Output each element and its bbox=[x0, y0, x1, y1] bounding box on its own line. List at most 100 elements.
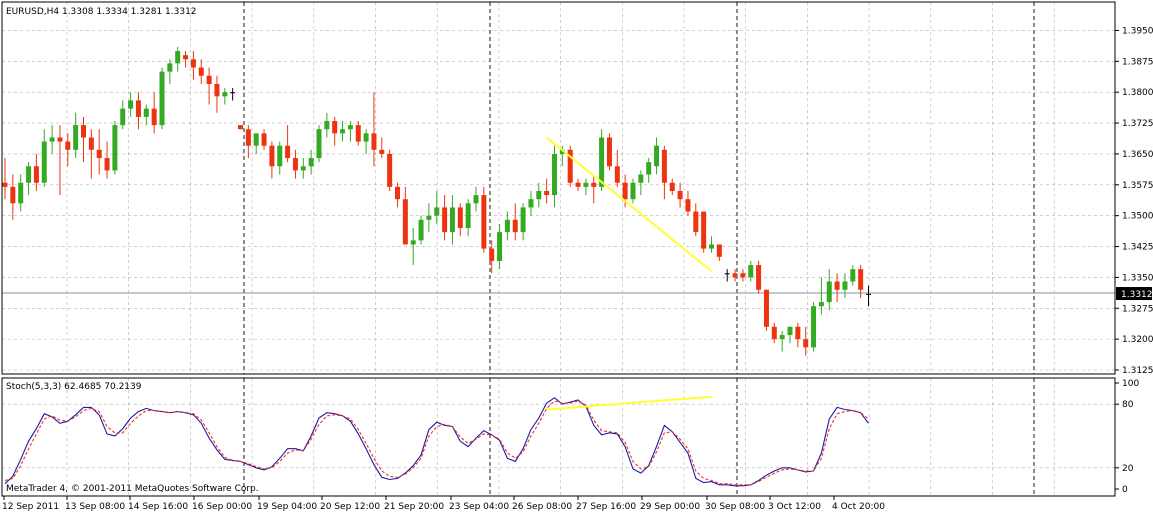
candle-body bbox=[410, 240, 416, 245]
price-trendline bbox=[546, 136, 713, 273]
price-header: EURUSD,H4 1.3308 1.3334 1.3281 1.3312 bbox=[6, 7, 197, 17]
stoch-y-tick-label: 100 bbox=[1122, 379, 1139, 389]
candle-body bbox=[143, 108, 149, 117]
candle-body bbox=[677, 190, 683, 200]
axes: 1.3950 1.3875 1.3800 1.3725 1.3650 1.3575 1.35… bbox=[2, 26, 1153, 512]
y-tick-label: 1.3800 bbox=[1122, 88, 1153, 98]
candle-body bbox=[850, 269, 856, 282]
candle-body bbox=[245, 129, 251, 146]
y-tick-label: 1.3950 bbox=[1122, 26, 1153, 36]
candle-body bbox=[866, 293, 871, 295]
candle-body bbox=[96, 149, 102, 159]
y-tick-label: 1.3350 bbox=[1122, 273, 1153, 283]
candle-body bbox=[426, 215, 432, 220]
y-tick-label: 1.3275 bbox=[1122, 304, 1153, 314]
candle-body bbox=[300, 166, 306, 171]
candle-body bbox=[33, 166, 39, 183]
candle-body bbox=[622, 182, 628, 200]
candle-body bbox=[795, 326, 801, 340]
candle-body bbox=[292, 158, 298, 171]
candle-body bbox=[599, 137, 605, 187]
candle-body bbox=[363, 133, 369, 142]
candle-body bbox=[787, 326, 793, 336]
candle-body bbox=[449, 207, 455, 233]
y-tick-label: 1.3500 bbox=[1122, 212, 1153, 222]
candle-body bbox=[81, 125, 86, 138]
current-price-label: 1.3312 bbox=[1121, 290, 1153, 300]
x-tick-label: 19 Sep 04:00 bbox=[257, 502, 317, 512]
candle-body bbox=[465, 203, 471, 229]
stoch-y-tick-label: 0 bbox=[1122, 485, 1128, 495]
candle-body bbox=[701, 211, 707, 249]
stoch-frame bbox=[1, 377, 1116, 497]
price-panel bbox=[2, 46, 1115, 356]
candle-body bbox=[661, 149, 667, 183]
x-tick-label: 23 Sep 04:00 bbox=[449, 502, 509, 512]
candle-body bbox=[332, 121, 338, 134]
frame bbox=[1, 1, 1116, 497]
candle-body bbox=[230, 92, 236, 94]
stoch-signal-line bbox=[4, 400, 869, 486]
candle-body bbox=[709, 244, 714, 249]
candle-body bbox=[112, 125, 118, 171]
y-tick-label: 1.3425 bbox=[1122, 243, 1153, 253]
candle-body bbox=[638, 174, 644, 183]
candle-body bbox=[834, 281, 840, 290]
candle-body bbox=[135, 100, 141, 117]
candle-body bbox=[277, 145, 283, 167]
candle-body bbox=[183, 55, 189, 60]
candle-body bbox=[740, 273, 746, 278]
candle-body bbox=[528, 199, 534, 208]
stoch-header: Stoch(5,3,3) 62.4685 70.2139 bbox=[6, 382, 142, 392]
y-tick-label: 1.3650 bbox=[1122, 150, 1153, 160]
candle-body bbox=[238, 125, 243, 130]
candle-body bbox=[654, 145, 660, 167]
candle-body bbox=[818, 302, 824, 307]
candle-body bbox=[630, 182, 636, 200]
candle-body bbox=[536, 190, 542, 200]
candle-body bbox=[41, 141, 47, 183]
grid bbox=[2, 2, 1115, 496]
candle-body bbox=[418, 219, 424, 241]
candle-body bbox=[151, 108, 157, 126]
x-tick-label: 14 Sep 16:00 bbox=[128, 502, 188, 512]
candle-body bbox=[57, 137, 63, 142]
candle-body bbox=[457, 207, 463, 229]
candle-body bbox=[669, 182, 675, 191]
x-tick-label: 27 Sep 16:00 bbox=[576, 502, 636, 512]
candle-body bbox=[756, 265, 762, 290]
candle-body bbox=[434, 207, 440, 216]
candle-body bbox=[811, 306, 817, 348]
candle-body bbox=[26, 166, 32, 183]
candle-body bbox=[803, 339, 809, 348]
candle-body bbox=[497, 232, 503, 261]
x-tick-label: 26 Sep 08:00 bbox=[512, 502, 572, 512]
candle-body bbox=[222, 92, 228, 97]
candle-body bbox=[371, 133, 377, 150]
candle-body bbox=[716, 244, 722, 257]
candle-body bbox=[732, 273, 738, 278]
y-tick-label: 1.3725 bbox=[1122, 119, 1153, 129]
y-tick-label: 1.3125 bbox=[1122, 366, 1153, 376]
candle-body bbox=[159, 71, 165, 126]
candle-body bbox=[253, 133, 259, 146]
candle-body bbox=[481, 195, 487, 249]
candle-body bbox=[198, 67, 204, 76]
candle-body bbox=[395, 186, 400, 200]
candle-body bbox=[693, 211, 699, 233]
x-tick-label: 30 Sep 08:00 bbox=[705, 502, 765, 512]
candle-body bbox=[489, 248, 495, 261]
stoch-y-tick-label: 80 bbox=[1122, 400, 1134, 410]
candle-body bbox=[559, 149, 565, 154]
candle-body bbox=[402, 199, 408, 245]
stoch-trendline bbox=[546, 395, 712, 411]
candle-body bbox=[591, 182, 597, 187]
candle-body bbox=[567, 149, 573, 183]
candle-body bbox=[748, 265, 754, 278]
candle-body bbox=[104, 158, 110, 171]
x-tick-label: 3 Oct 12:00 bbox=[768, 502, 821, 512]
candle-body bbox=[583, 182, 589, 187]
stoch-panel bbox=[4, 395, 869, 487]
stoch-main-line bbox=[4, 397, 869, 487]
